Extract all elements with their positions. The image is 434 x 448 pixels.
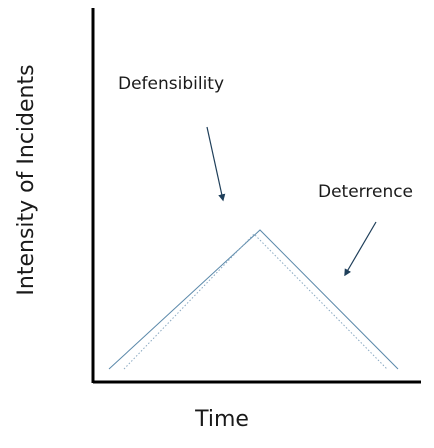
- incident-curve-inner: [123, 233, 388, 370]
- deterrence-label: Deterrence: [318, 182, 413, 202]
- defensibility-arrow: [206, 126, 226, 202]
- incident-curve-outer: [108, 229, 399, 370]
- deterrence-arrow: [344, 221, 377, 277]
- y-axis-label: Intensity of Incidents: [14, 64, 39, 295]
- x-axis-label: Time: [194, 407, 249, 432]
- defensibility-label: Defensibility: [118, 74, 224, 94]
